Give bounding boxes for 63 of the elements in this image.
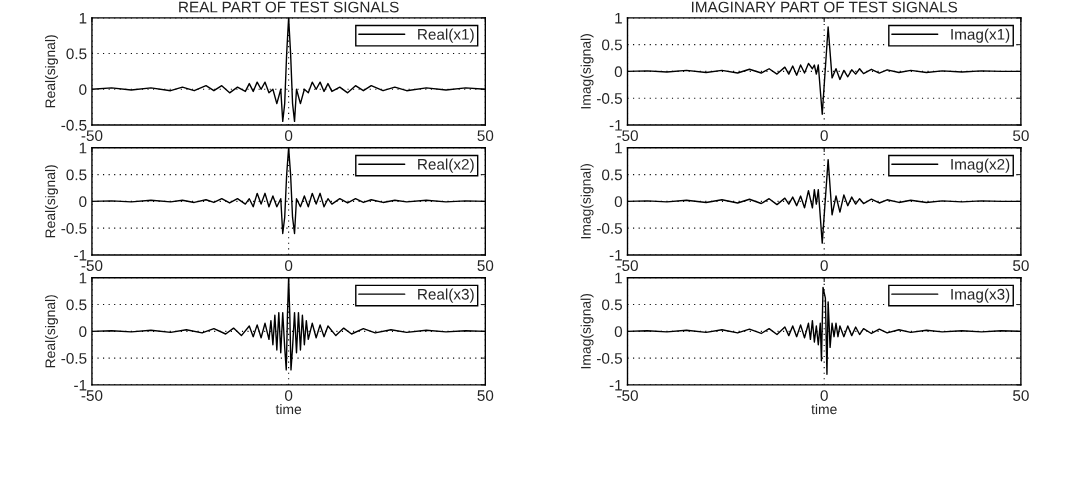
- y-tick-label: -0.5: [597, 223, 622, 234]
- legend-label: Imag(x3): [951, 288, 1010, 303]
- chart-title: IMAGINARY PART OF TEST SIGNALS: [692, 1, 958, 13]
- x-tick-label: 0: [820, 130, 828, 142]
- y-tick-label: -1: [609, 249, 622, 261]
- legend-label: Real(x3): [418, 288, 474, 303]
- y-axis-title: Imag(signal): [580, 34, 594, 109]
- x-axis-title: time: [275, 404, 302, 415]
- y-tick-label: 1: [79, 272, 87, 284]
- legend-label: Imag(x2): [951, 158, 1010, 173]
- y-tick-label: 0.5: [602, 299, 622, 311]
- y-tick-label: 0: [79, 84, 87, 95]
- y-tick-label: 1: [79, 142, 87, 154]
- y-tick-label: 0.5: [66, 48, 87, 60]
- y-axis-title: Real(signal): [45, 35, 58, 108]
- x-tick-label: -50: [81, 260, 103, 272]
- y-tick-label: 0: [614, 326, 623, 338]
- y-tick-label: -1: [74, 249, 87, 261]
- x-tick-label: 0: [284, 260, 293, 272]
- y-tick-label: -0.5: [61, 119, 87, 131]
- chart-title: REAL PART OF TEST SIGNALS: [179, 1, 399, 13]
- x-tick-label: -50: [81, 390, 103, 401]
- x-tick-label: 0: [284, 390, 293, 401]
- x-tick-label: -50: [617, 260, 638, 272]
- x-tick-label: 0: [820, 260, 828, 272]
- y-tick-label: 1: [615, 12, 622, 24]
- y-tick-label: -0.5: [597, 352, 622, 364]
- y-axis-title: Imag(signal): [580, 164, 594, 239]
- y-tick-label: 1: [615, 272, 622, 284]
- y-tick-label: 0: [79, 196, 87, 208]
- x-tick-label: 50: [1013, 130, 1029, 142]
- y-tick-label: -1: [609, 379, 622, 391]
- x-tick-label: 50: [477, 130, 494, 142]
- x-tick-label: 50: [1013, 260, 1029, 272]
- y-tick-label: 0: [614, 66, 623, 78]
- y-tick-label: -0.5: [61, 223, 87, 234]
- y-axis-title: Imag(signal): [580, 293, 594, 369]
- y-tick-label: 1: [79, 12, 87, 24]
- y-tick-label: -1: [74, 379, 87, 391]
- y-tick-label: 0.5: [602, 169, 622, 181]
- y-tick-label: 0: [614, 196, 623, 208]
- legend-label: Real(x2): [418, 158, 474, 173]
- x-tick-label: 50: [1013, 390, 1029, 401]
- y-axis-title: Real(signal): [45, 295, 58, 368]
- x-tick-label: 0: [820, 390, 828, 401]
- y-tick-label: 1: [615, 142, 622, 154]
- y-axis-title: Real(signal): [45, 165, 58, 238]
- x-axis-title: time: [811, 404, 837, 415]
- legend-label: Real(x1): [418, 28, 474, 43]
- y-tick-label: -0.5: [597, 93, 622, 104]
- x-tick-label: -50: [617, 390, 638, 401]
- legend-label: Imag(x1): [951, 28, 1010, 43]
- y-tick-label: -0.5: [61, 352, 87, 364]
- y-tick-label: 0.5: [66, 299, 87, 311]
- y-tick-label: 0.5: [602, 39, 622, 51]
- y-tick-label: 0: [79, 326, 87, 338]
- x-tick-label: -50: [81, 130, 103, 142]
- x-tick-label: 50: [477, 390, 494, 401]
- x-tick-label: 0: [284, 130, 293, 142]
- x-tick-label: -50: [617, 130, 638, 142]
- x-tick-label: 50: [477, 260, 494, 272]
- y-tick-label: 0.5: [66, 169, 87, 181]
- y-tick-label: -1: [609, 120, 622, 131]
